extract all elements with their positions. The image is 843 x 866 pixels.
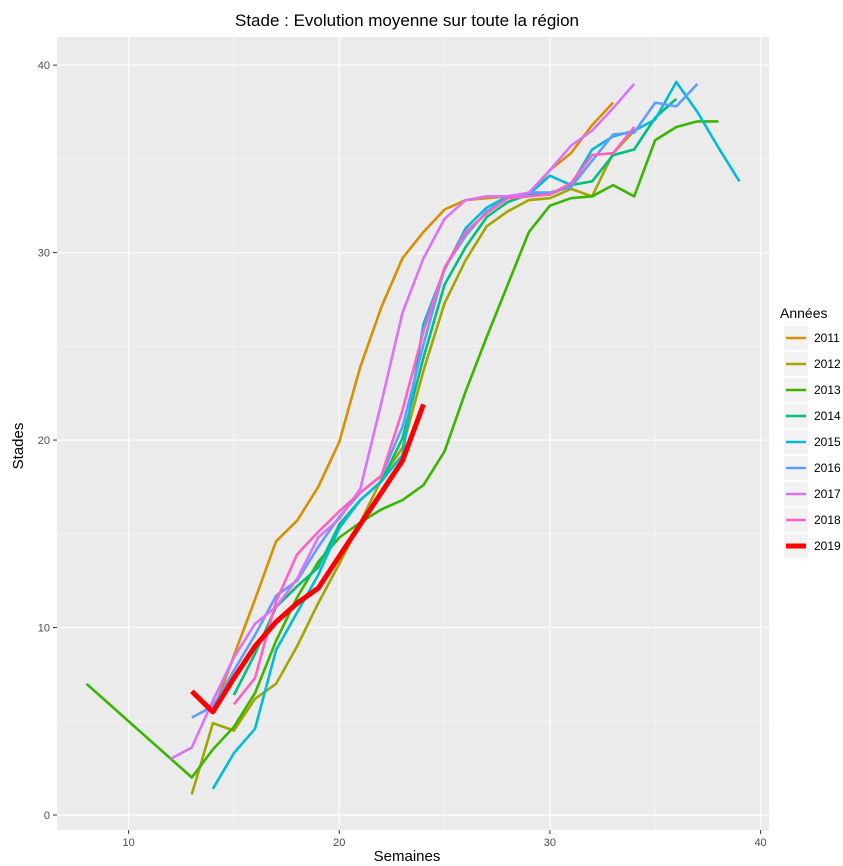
legend-label-2019: 2019 (814, 539, 841, 553)
series-lines (85, 80, 741, 795)
series-line-2014 (232, 97, 678, 696)
y-tick-label: 0 (44, 810, 50, 822)
x-axis-title: Semaines (374, 848, 441, 865)
x-axis: 10 20 30 40 (122, 830, 767, 849)
x-tick-label: 30 (544, 837, 556, 849)
y-tick-label: 40 (38, 60, 50, 72)
y-axis: 0 10 20 30 40 (38, 60, 57, 822)
series-line-2018 (232, 126, 636, 706)
series-line-2013 (85, 120, 719, 779)
legend-label-2016: 2016 (814, 461, 841, 475)
major-gridlines (57, 37, 769, 830)
legend-label-2012: 2012 (814, 357, 841, 371)
legend: Années 2011 2012 2013 2014 2015 2016 2017 2018 2… (780, 305, 841, 558)
minor-gridlines (57, 37, 769, 830)
y-tick-label: 10 (38, 623, 50, 635)
x-tick-label: 40 (754, 837, 766, 849)
legend-label-2017: 2017 (814, 487, 841, 501)
legend-label-2015: 2015 (814, 435, 841, 449)
series-line-2017 (170, 83, 636, 760)
y-tick-label: 30 (38, 248, 50, 260)
legend-label-2014: 2014 (814, 409, 841, 423)
chart-title: Stade : Evolution moyenne sur toute la r… (235, 11, 579, 30)
x-tick-label: 20 (333, 837, 345, 849)
y-axis-title: Stades (10, 423, 27, 470)
series-line-2015 (211, 80, 741, 790)
legend-label-2011: 2011 (814, 331, 840, 345)
legend-title: Années (780, 305, 827, 321)
y-tick-label: 20 (38, 435, 50, 447)
series-line-2019 (190, 403, 426, 715)
legend-label-2013: 2013 (814, 383, 841, 397)
legend-label-2018: 2018 (814, 513, 841, 527)
x-tick-label: 10 (122, 837, 134, 849)
